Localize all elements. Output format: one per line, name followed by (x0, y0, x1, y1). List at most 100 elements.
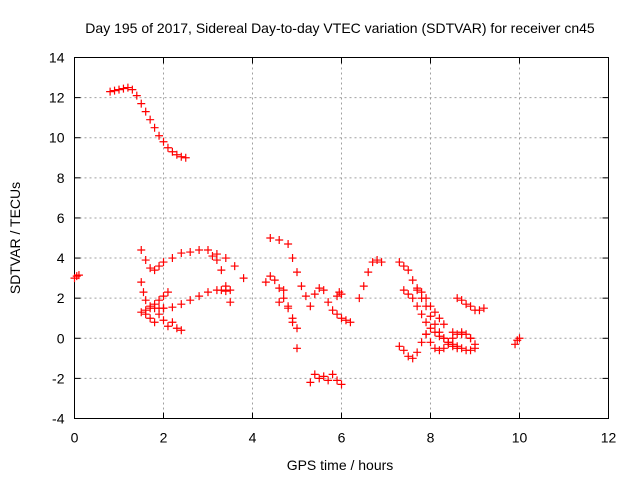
data-point (515, 334, 524, 343)
y-tick-label: 0 (57, 330, 65, 346)
data-point (119, 84, 128, 93)
data-point (395, 258, 404, 267)
y-tick-label: 14 (49, 50, 65, 66)
data-point (315, 284, 324, 293)
data-point (230, 262, 239, 271)
data-point (453, 294, 462, 303)
data-point (328, 370, 337, 379)
data-point (177, 249, 186, 258)
data-point (399, 346, 408, 355)
data-point (426, 338, 435, 347)
data-point (426, 302, 435, 311)
data-point (168, 303, 177, 312)
data-point (279, 294, 288, 303)
data-point (306, 302, 315, 311)
data-point (435, 332, 444, 341)
data-point (141, 310, 150, 319)
data-point (430, 308, 439, 317)
x-tick-label: 4 (249, 430, 257, 446)
data-point (373, 256, 382, 265)
data-series-arc-15 (355, 256, 386, 303)
data-point (306, 378, 315, 387)
data-point (337, 380, 346, 389)
data-point (150, 300, 159, 309)
data-point (275, 284, 284, 293)
data-point (139, 288, 148, 297)
data-point (261, 278, 270, 287)
data-point (319, 372, 328, 381)
x-tick-label: 12 (601, 430, 617, 446)
data-point (315, 374, 324, 383)
data-point (221, 282, 230, 291)
data-point (479, 304, 488, 313)
data-point (141, 296, 150, 305)
data-point (444, 340, 453, 349)
data-point (293, 344, 301, 353)
x-tick-labels: 0 2 4 6 8 10 12 (71, 430, 617, 446)
data-point (333, 376, 342, 385)
data-point (146, 115, 155, 124)
data-point (123, 83, 132, 92)
data-point (293, 268, 301, 277)
data-point (177, 152, 186, 161)
data-point (150, 266, 159, 275)
data-point (177, 300, 186, 309)
data-point (155, 296, 164, 305)
data-point (288, 254, 297, 263)
y-tick-label: 10 (49, 130, 65, 146)
data-point (128, 85, 137, 94)
data-point (275, 236, 284, 245)
data-point (275, 298, 284, 307)
data-point (163, 322, 172, 331)
data-point (457, 344, 466, 353)
data-point (422, 330, 431, 339)
data-point (413, 348, 422, 357)
data-point (457, 296, 466, 305)
data-point (333, 310, 342, 319)
data-point (462, 300, 471, 309)
data-series-arc-6 (141, 304, 168, 327)
data-point (163, 288, 172, 297)
y-tick-label: 12 (49, 90, 65, 106)
y-tick-label: 4 (57, 250, 65, 266)
y-tick-label: 8 (57, 170, 65, 186)
data-point (417, 288, 426, 297)
data-point (413, 284, 422, 293)
data-point (355, 294, 364, 303)
data-point (439, 320, 448, 329)
data-point (422, 318, 431, 327)
data-point (430, 320, 439, 329)
data-series-arc-9 (261, 272, 301, 333)
data-point (417, 338, 426, 347)
data-point (301, 292, 310, 301)
y-tick-label: -4 (52, 411, 65, 427)
data-point (422, 294, 431, 303)
data-point (208, 252, 217, 261)
data-point (115, 85, 123, 94)
data-point (155, 262, 164, 271)
data-point (186, 248, 195, 257)
data-point (168, 147, 177, 156)
y-tick-labels: -4 -2 0 2 4 6 8 10 12 14 (49, 50, 65, 427)
data-point (471, 344, 479, 353)
data-point (319, 286, 328, 295)
data-point (146, 302, 155, 311)
data-point (310, 290, 319, 299)
data-series-arc-11 (266, 234, 315, 311)
data-point (337, 314, 346, 323)
x-tick-label: 8 (427, 430, 435, 446)
data-point (413, 302, 422, 311)
data-points (70, 83, 524, 389)
data-series-arc-2 (106, 83, 190, 162)
data-series-arc-20 (422, 328, 479, 355)
data-point (457, 328, 466, 337)
data-series-arc-3 (137, 246, 248, 283)
data-point (212, 256, 221, 265)
axis-ticks (74, 57, 609, 419)
data-series-arc-12 (310, 284, 355, 327)
data-point (226, 286, 235, 295)
data-point (195, 292, 204, 301)
data-point (399, 286, 408, 295)
data-point (284, 240, 293, 249)
